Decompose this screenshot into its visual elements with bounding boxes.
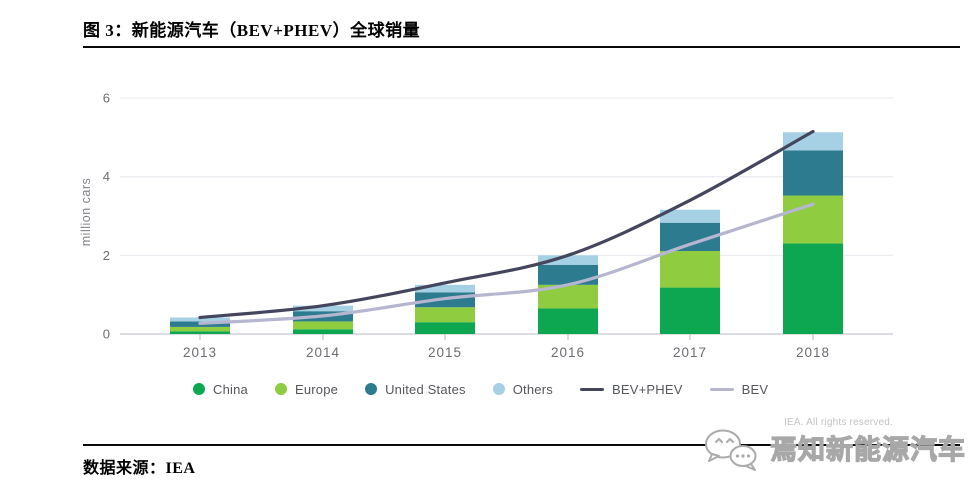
legend-label: China [213,381,248,397]
x-tick-label-2015: 2015 [428,345,462,360]
x-tick-label-2013: 2013 [183,345,217,360]
bar-2013-china [170,331,230,334]
bar-2017-others [660,209,720,223]
wechat-icon [705,429,757,471]
bar-2014-others [293,305,353,312]
legend-item-others: Others [492,381,553,397]
bar-2017-europe [660,251,720,288]
bar-2013-europe [170,326,230,332]
brand-watermark: 焉知新能源汽车 [702,427,966,473]
y-tick-label: 6 [103,91,110,106]
watermark-text: 焉知新能源汽车 [769,434,966,465]
legend-item-bev-phev: BEV+PHEV [579,381,683,397]
x-tick-label-2016: 2016 [551,345,585,360]
bar-2015-china [415,322,475,334]
figure-title: 图 3：新能源汽车（BEV+PHEV）全球销量 [83,21,421,40]
bar-2013-others [170,317,230,322]
legend-item-bev: BEV [709,381,769,397]
x-tick-label-2014: 2014 [306,345,340,360]
y-tick-label: 2 [103,248,110,263]
y-tick-label: 0 [103,327,110,342]
chart-credit: IEA. All rights reserved. [784,417,893,428]
data-source: 数据来源：IEA [83,460,196,477]
bar-2016-europe [538,284,598,309]
legend-label: United States [385,381,466,397]
bar-2014-china [293,329,353,334]
top-rule [83,46,960,48]
legend-dot-others-icon [492,383,505,395]
x-tick-label-2017: 2017 [673,345,707,360]
bar-2014-europe [293,321,353,330]
y-tick-label: 4 [103,169,110,184]
bar-2018-united-states [783,150,843,196]
bottom-rule [83,444,960,446]
bar-2016-others [538,255,598,265]
bar-2018-china [783,243,843,334]
bar-2016-united-states [538,264,598,285]
bar-2017-china [660,287,720,334]
legend-dot-china-icon [193,383,205,395]
bar-2015-europe [415,307,475,323]
legend-label: BEV+PHEV [611,381,683,397]
x-tick-label-2018: 2018 [796,345,830,360]
bar-2018-others [783,132,843,151]
legend-item-china: China [193,382,248,397]
legend-label: Others [512,381,553,397]
y-axis-label: million cars [79,178,93,247]
chart-legend: China Europe United States Others BEV+PHEV BE… [193,380,768,398]
legend-dot-europe-icon [274,383,287,395]
ev-sales-chart: 0 2 4 6 million cars 2013 2014 2015 2016 2017 2018 [79,91,893,360]
legend-label: BEV [741,381,769,397]
legend-line-bev-phev-icon [579,387,604,391]
legend-line-bev-icon [709,387,734,391]
legend-label: Europe [294,381,339,397]
bar-2016-china [538,308,598,334]
legend-item-europe: Europe [274,381,339,397]
legend-dot-united-states-icon [365,383,378,395]
trend-line-bev-phev [198,129,815,320]
bar-2015-others [415,284,475,293]
trend-line-bev [198,202,815,325]
legend-item-united-states: United States [365,382,466,397]
